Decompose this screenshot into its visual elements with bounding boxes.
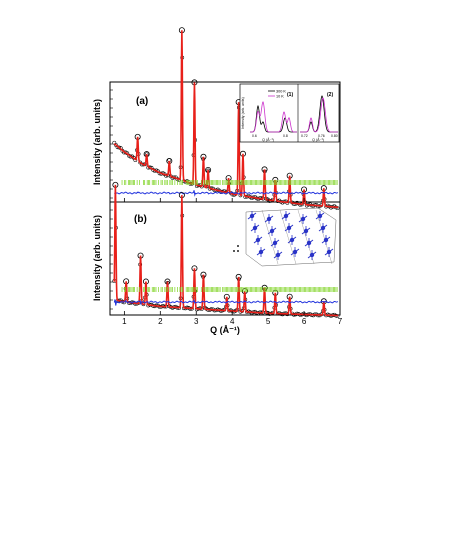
difference-line [114,190,339,197]
inset-a-xlabel-1: Q (Å⁻¹) [262,137,274,142]
panel-b-label: (b) [134,214,147,225]
inset-curve [300,97,338,133]
x-tick-label: 1 [122,317,127,326]
inset-xtick: 0.76 [318,134,325,138]
inset-a-ylabel: Intensity (arb. units) [241,97,245,129]
inset-xtick: 0.72 [301,134,308,138]
panel-b-frame [109,201,341,316]
axis-dot [237,245,239,247]
x-tick-label: 4 [230,317,235,326]
inset-xtick: 0.8 [283,134,288,138]
axis-dot [237,250,239,252]
x-tick-label: 7 [338,317,343,326]
panel-a-plot [112,27,340,211]
x-tick-label: 2 [158,317,163,326]
cell-edge [261,209,279,265]
axis-dot [233,250,235,252]
inset-xtick: 0.6 [252,134,257,138]
panel-b-plot [112,181,340,319]
legend-10k: 10 K [276,95,284,99]
panel-b-ylabel: Intensity (arb. units) [92,215,102,301]
inset-a-xlabel-2: Q (Å⁻¹) [312,137,324,142]
panel-a-label: (a) [136,96,148,107]
x-tick-label: 6 [302,317,307,326]
axis-ticks: 1 2 3 4 5 6 7 [110,89,343,326]
x-tick-label: 3 [194,317,199,326]
x-axis-label: Q (Å⁻¹) [210,325,240,335]
inset-sub-1: (1) [287,92,293,98]
inset-curve [250,100,297,133]
inset-sub-2: (2) [327,92,333,98]
unit-cell-outline [245,207,337,267]
x-tick-label: 5 [266,317,271,326]
difference-line [113,299,339,306]
legend-300k: 300 K [276,90,286,94]
calculated-line [113,30,339,209]
inset-a: Intensity (arb. units) (1) (2) 300 K 10 … [239,83,340,143]
inset-a-curves [250,95,338,133]
panel-a-ylabel: Intensity (arb. units) [92,99,102,185]
inset-xtick: 0.80 [331,134,338,138]
crystal-structure-inset [233,207,337,267]
